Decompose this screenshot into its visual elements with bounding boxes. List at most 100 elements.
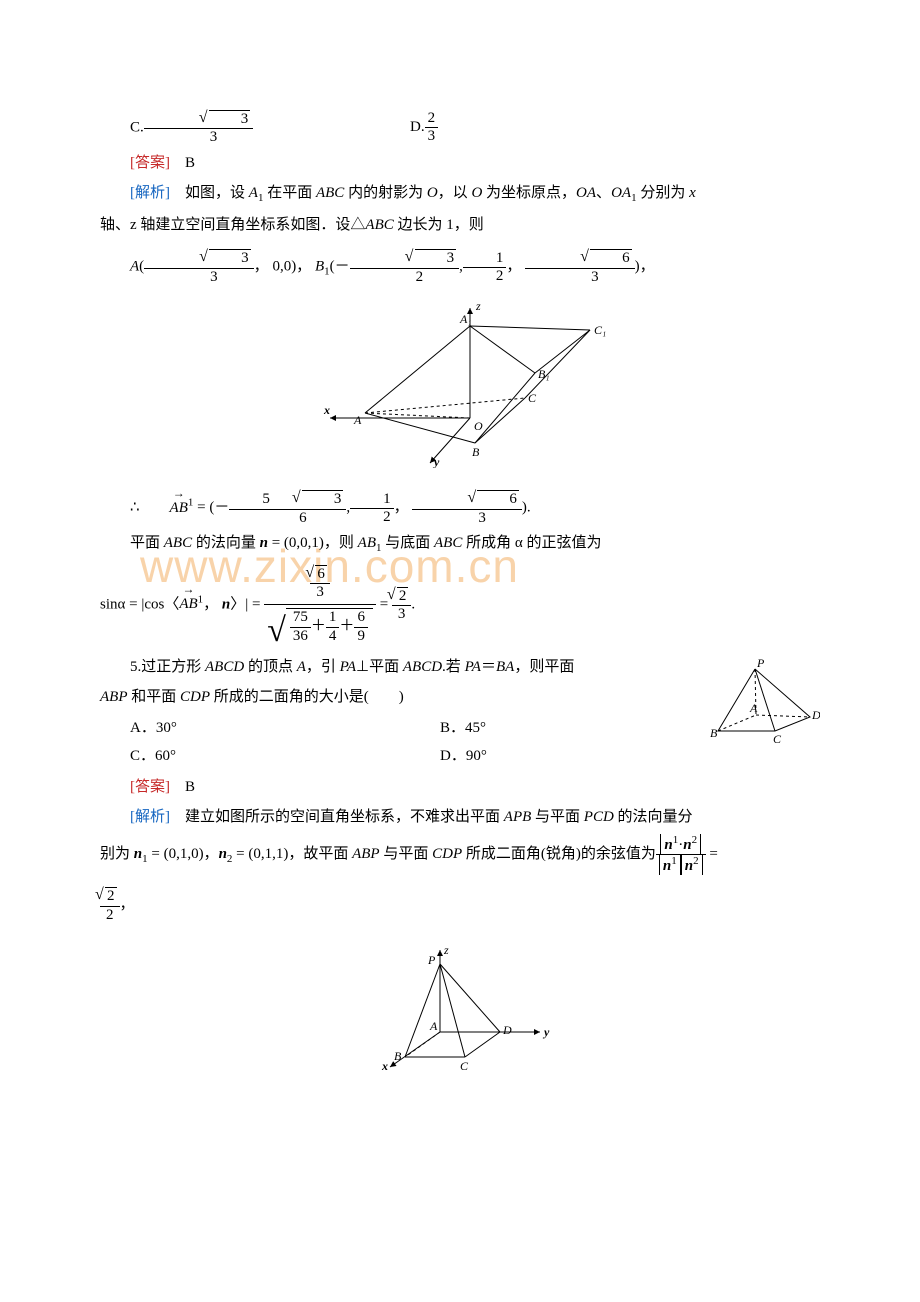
label-x: x	[323, 403, 330, 417]
text: ，以	[438, 185, 472, 201]
q5-answer-line: [答案] B	[100, 773, 820, 802]
sym-ABCD: ABCD	[403, 659, 442, 675]
label-P: P	[427, 953, 436, 967]
val: 1	[463, 250, 507, 268]
explanation-label: [解析]	[130, 809, 170, 825]
sym-AB: AB	[358, 535, 376, 551]
sym-A: A	[297, 659, 306, 675]
text: 与平面	[380, 846, 433, 862]
text: 所成的二面角的大小是( )	[210, 689, 404, 705]
q5-options-row2: C．60° D．90°	[100, 742, 698, 771]
q5-option-d: D．90°	[410, 742, 487, 771]
text: 别为	[100, 846, 134, 862]
label-B: B	[472, 445, 480, 459]
sym-ABCD: ABCD	[205, 659, 244, 675]
q4-normal-line: 平面 ABC 的法向量 n = (0,0,1)，则 AB1 与底面 ABC 所成…	[100, 529, 820, 559]
text: sinα = |cos〈	[100, 596, 179, 612]
sym-O: O	[471, 185, 482, 201]
q4-options-row: C.33 D.23	[100, 110, 820, 147]
label-z: z	[475, 299, 481, 313]
label-A: A	[749, 701, 758, 715]
text: ∴	[130, 500, 140, 516]
text: 为坐标原点，	[482, 185, 576, 201]
val: 1	[350, 491, 394, 509]
sym-OA: OA	[576, 185, 596, 201]
explanation-label: [解析]	[130, 185, 170, 201]
text: 5.过正方形	[130, 659, 205, 675]
text: = (0,1,1)，故平面	[232, 846, 352, 862]
text: 内的射影为	[344, 185, 427, 201]
text: 的法向量分	[614, 809, 693, 825]
sym-ABC: ABC	[365, 217, 393, 233]
val: 3	[144, 269, 254, 286]
label-A: A	[429, 1019, 438, 1033]
val: 2	[100, 907, 120, 924]
q4-option-c: C.33	[100, 110, 410, 147]
sym-OA1: OA	[611, 185, 631, 201]
q5-option-a: A．30°	[100, 714, 410, 743]
val: 3	[302, 490, 344, 508]
q4-answer-line: [答案] B	[100, 149, 820, 178]
label-A: A	[353, 413, 362, 427]
label-C: C	[773, 732, 782, 746]
tetra-diagram-svg: P A B C D	[710, 657, 820, 747]
sym-PA: PA	[340, 659, 356, 675]
q5-small-diagram: P A B C D	[710, 657, 820, 758]
option-d-denominator: 3	[425, 128, 439, 145]
sym-ABP: ABP	[100, 689, 128, 705]
text: 所成二面角(锐角)的余弦值为	[462, 846, 656, 862]
text: 0,0)，	[272, 259, 311, 275]
sym-n: n	[663, 858, 671, 874]
text: ，则平面	[514, 659, 574, 675]
coord-diagram-svg: z y x P A B C D	[360, 942, 560, 1072]
label-D: D	[502, 1023, 512, 1037]
val: 1	[326, 609, 340, 627]
text: 〉| =	[230, 596, 264, 612]
q5-exp-line1: [解析] 建立如图所示的空间直角坐标系，不难求出平面 APB 与平面 PCD 的…	[100, 803, 820, 832]
val: 2	[350, 269, 460, 286]
text: 边长为 1，则	[394, 217, 484, 233]
sym-APB: APB	[504, 809, 532, 825]
q5-block: P A B C D 5.过正方形 ABCD 的顶点 A，引 PA⊥平面 ABCD…	[100, 653, 820, 924]
text: .若	[442, 659, 465, 675]
label-O: O	[474, 419, 483, 433]
q4-explanation-line1: [解析] 如图，设 A1 在平面 ABC 内的射影为 O，以 O 为坐标原点，O…	[100, 179, 820, 209]
label-z: z	[443, 943, 449, 957]
text: 平面	[130, 535, 164, 551]
sym-ABC: ABC	[164, 535, 192, 551]
val: 3	[525, 269, 635, 286]
option-d-numerator: 2	[425, 110, 439, 128]
q5-diagram-coords: z y x P A B C D	[100, 942, 820, 1083]
val: 4	[326, 628, 340, 645]
watermark-area: www.zixin.com.cn 平面 ABC 的法向量 n = (0,0,1)…	[100, 529, 820, 645]
text: ，	[203, 596, 218, 612]
text: 所成角 α 的正弦值为	[462, 535, 601, 551]
text: = (0,0,1)，则	[268, 535, 358, 551]
q4-diagram: z x y A₁ C₁ B₁ A B C O	[100, 298, 820, 479]
label-y: y	[432, 455, 440, 468]
text: 的顶点	[244, 659, 297, 675]
val: 9	[354, 628, 368, 645]
val: 75	[290, 609, 311, 627]
answer-label: [答案]	[130, 779, 170, 795]
sym-ABC: ABC	[316, 185, 344, 201]
q5-option-c: C．60°	[100, 742, 410, 771]
text: 轴、z 轴建立空间直角坐标系如图．设△	[100, 217, 365, 233]
val: 3	[392, 606, 412, 623]
q5-options-row1: A．30° B．45°	[100, 714, 698, 743]
option-c-prefix: C.	[130, 120, 144, 136]
q4-ab1-line: ∴AB1 = (－536,12， 63).	[100, 490, 820, 527]
option-d-prefix: D.	[410, 119, 425, 135]
val: 6	[477, 490, 519, 508]
sym-B1: B	[315, 259, 324, 275]
q4-option-d: D.23	[410, 110, 438, 147]
sym-n: n	[260, 535, 268, 551]
val: 2	[397, 587, 409, 605]
sym-CDP: CDP	[432, 846, 462, 862]
sym-n: n	[222, 596, 230, 612]
sym-ABC: ABC	[434, 535, 462, 551]
sym-O: O	[427, 185, 438, 201]
val: 2	[463, 268, 507, 285]
text: 在平面	[263, 185, 316, 201]
label-A1: A₁	[459, 312, 472, 326]
